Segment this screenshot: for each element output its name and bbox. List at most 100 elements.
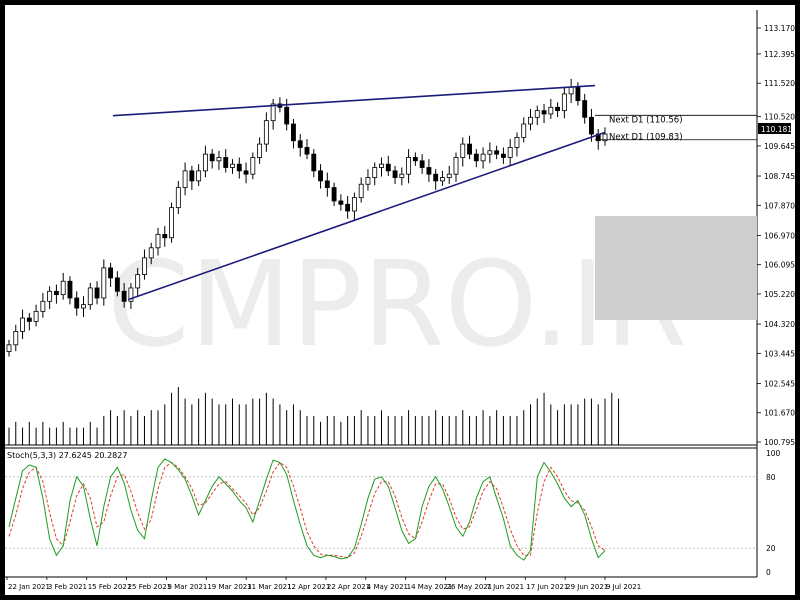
candle-body [250, 157, 256, 175]
price-tick-label: 106.970 [764, 231, 795, 240]
candle-body [223, 157, 229, 168]
date-tick-label: 15 Feb 2021 [88, 583, 132, 591]
date-tick-label: 22 Jan 2021 [8, 583, 50, 591]
candle-body [121, 290, 127, 302]
candle-body [331, 187, 337, 202]
date-tick-label: 7 Jun 2021 [486, 583, 524, 591]
stoch-tick-label: 80 [766, 473, 776, 482]
candle-body [87, 287, 93, 306]
grey-overlay-box [595, 216, 757, 320]
date-tick-label: 25 Feb 2021 [128, 583, 172, 591]
lower-trendline[interactable] [127, 131, 606, 301]
price-axis-ticks: 113.170 112.395 111.520 110.520 109.645 108.7… [757, 24, 795, 447]
candle-body [297, 140, 303, 148]
candle-body [53, 290, 59, 296]
price-tick-label: 113.170 [764, 24, 795, 33]
next-d1-label-lower: Next D1 (109.83) [609, 133, 683, 143]
candle-body [216, 157, 222, 162]
candle-body [379, 163, 384, 168]
price-tick-label: 111.520 [764, 79, 795, 88]
stoch-main-line [8, 458, 606, 561]
candle-body [555, 106, 561, 112]
candle-body [372, 167, 378, 178]
date-tick-label: 4 May 2021 [367, 583, 408, 591]
candle-body [534, 110, 540, 118]
candle-body [500, 153, 506, 158]
next-d1-label-upper: Next D1 (110.56) [609, 115, 683, 125]
price-tick-label: 103.445 [764, 349, 795, 358]
candle-body [582, 100, 588, 118]
price-tick-label: 104.320 [764, 320, 795, 329]
price-tick-label: 107.870 [764, 201, 795, 210]
candle-body [94, 287, 100, 299]
candle-body [318, 170, 323, 182]
candle-body [291, 123, 296, 142]
candle-body [507, 147, 513, 158]
candle-body [365, 177, 371, 185]
candle-body [419, 160, 425, 168]
candle-body [148, 247, 154, 259]
candle-body [40, 300, 46, 312]
candle-body [202, 153, 208, 172]
candle-body [230, 163, 235, 168]
candle-body [351, 197, 357, 212]
candle-body [284, 106, 290, 125]
candle-body [6, 344, 12, 352]
candle-body [324, 180, 330, 188]
candle-body [26, 317, 32, 322]
candle-body [561, 93, 567, 112]
watermark: CMPRO.IR [107, 235, 687, 373]
price-tick-label: 101.670 [764, 409, 795, 418]
candle-body [311, 153, 317, 172]
candle-body [480, 153, 486, 162]
price-tick-label: 102.545 [764, 379, 795, 388]
stoch-axis-ticks: 100 80 20 0 [766, 449, 781, 577]
candle-body [460, 143, 466, 158]
candle-body [135, 274, 141, 289]
candle-body [338, 200, 344, 205]
date-tick-label: 22 Apr 2021 [327, 583, 370, 591]
stoch-title: Stoch(5,3,3) 27.6245 20.2827 [7, 451, 127, 460]
candle-body [406, 157, 412, 175]
volume-bars [8, 387, 620, 445]
candle-body [392, 170, 398, 178]
candle-body [575, 86, 581, 101]
stoch-tick-label: 0 [766, 568, 771, 577]
candle-body [467, 143, 472, 155]
date-tick-label: 3 Feb 2021 [48, 583, 87, 591]
candle-body [142, 257, 147, 275]
candle-body [47, 290, 53, 302]
candles [6, 78, 608, 357]
stoch-signal-line [8, 461, 606, 559]
candle-body [589, 116, 594, 135]
candle-body [155, 234, 161, 249]
candle-body [270, 103, 276, 122]
candle-body [548, 106, 554, 115]
current-price-tag [758, 123, 791, 134]
candle-body [602, 133, 608, 142]
stoch-tick-label: 20 [766, 544, 776, 553]
price-tick-label: 106.095 [764, 261, 795, 270]
date-tick-label: 9 Jul 2021 [606, 583, 641, 591]
candle-body [196, 170, 202, 182]
price-tick-label: 100.795 [764, 438, 795, 447]
candle-body [257, 143, 263, 158]
candle-body [60, 280, 66, 296]
candle-body [433, 173, 439, 182]
candle-body [541, 110, 547, 115]
candle-body [108, 267, 114, 279]
date-tick-label: 9 Mar 2021 [167, 583, 207, 591]
candle-body [33, 310, 39, 322]
candle-body [473, 153, 479, 162]
date-tick-label: 19 Mar 2021 [207, 583, 251, 591]
date-tick-label: 14 May 2021 [407, 583, 453, 591]
candle-body [162, 234, 168, 239]
chart-svg: CMPRO.IR Next D1 (110.56) Next D1 (109.8… [5, 5, 795, 595]
candle-body [263, 120, 269, 145]
price-tick-label: 110.520 [764, 113, 795, 122]
candle-body [568, 86, 574, 95]
price-tick-label: 109.645 [764, 142, 795, 151]
current-price-label: 110.181 [761, 125, 792, 134]
upper-trendline[interactable] [112, 84, 596, 117]
